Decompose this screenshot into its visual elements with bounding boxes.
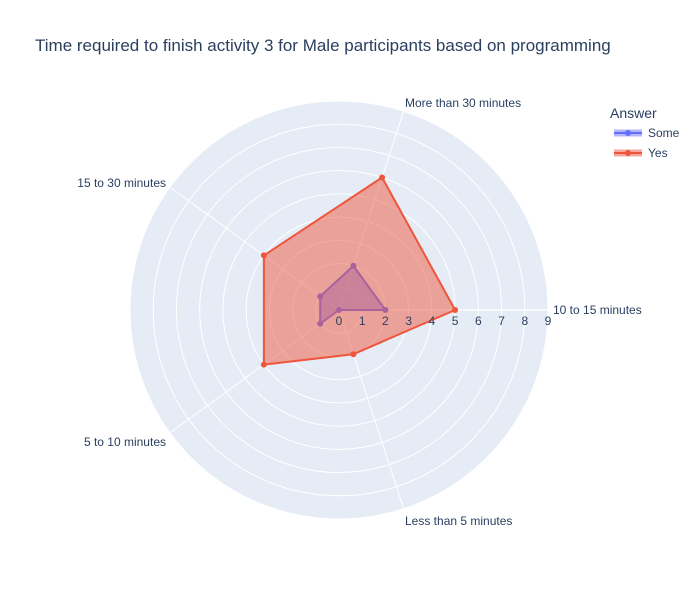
angular-tick-label: 10 to 15 minutes <box>553 303 642 317</box>
legend-title: Answer <box>610 105 657 121</box>
legend-item-yes: Yes <box>614 146 668 160</box>
legend-marker <box>625 150 631 156</box>
angular-tick-label: 15 to 30 minutes <box>77 176 166 190</box>
radial-tick-label: 2 <box>382 314 389 328</box>
radial-tick-label: 0 <box>336 314 343 328</box>
radial-tick-label: 5 <box>452 314 459 328</box>
radial-tick-label: 1 <box>359 314 366 328</box>
chart-title: Time required to finish activity 3 for M… <box>35 36 611 55</box>
data-point-yes <box>260 361 267 368</box>
data-point-yes <box>260 252 267 259</box>
legend-label: Yes <box>648 146 668 160</box>
series-area-yes <box>262 176 457 366</box>
radial-tick-label: 8 <box>521 314 528 328</box>
legend-label: Some <box>648 126 680 140</box>
data-point-yes <box>452 307 459 313</box>
data-point-yes <box>379 174 386 181</box>
radial-tick-label: 3 <box>405 314 412 328</box>
angular-tick-label: More than 30 minutes <box>405 96 521 110</box>
legend-item-some: Some <box>614 126 680 140</box>
legend-marker <box>625 130 631 136</box>
legend: Answer Some Yes <box>610 105 680 160</box>
radial-tick-label: 6 <box>475 314 482 328</box>
radial-tick-label: 9 <box>545 314 552 328</box>
radial-tick-label: 7 <box>498 314 505 328</box>
data-point-yes <box>350 351 357 358</box>
radial-tick-label: 4 <box>429 314 436 328</box>
polar-area: 0 1 2 3 4 5 6 7 8 910 to 15 minutes More than 30 m… <box>77 96 641 528</box>
angular-tick-label: Less than 5 minutes <box>405 514 512 528</box>
angular-tick-label: 5 to 10 minutes <box>84 435 166 449</box>
